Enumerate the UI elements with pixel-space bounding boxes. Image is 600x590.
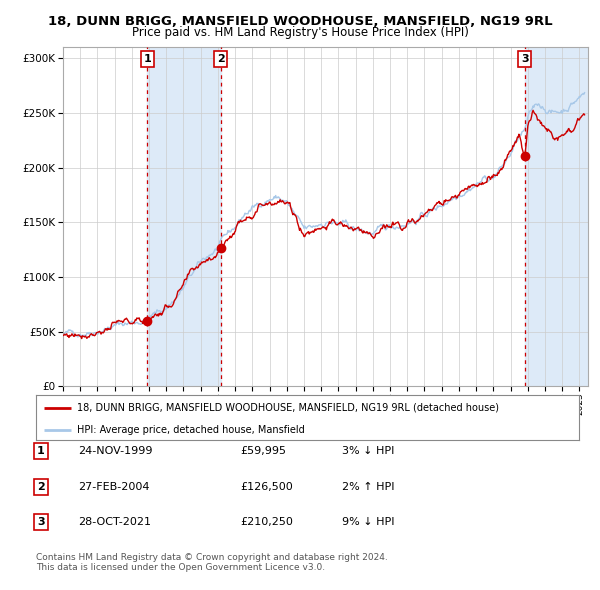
Text: £210,250: £210,250 [240,517,293,527]
Text: 1: 1 [37,447,44,456]
Text: 3% ↓ HPI: 3% ↓ HPI [342,447,394,456]
Text: 28-OCT-2021: 28-OCT-2021 [78,517,151,527]
Text: 1: 1 [143,54,151,64]
Text: 2% ↑ HPI: 2% ↑ HPI [342,482,395,491]
Text: 18, DUNN BRIGG, MANSFIELD WOODHOUSE, MANSFIELD, NG19 9RL: 18, DUNN BRIGG, MANSFIELD WOODHOUSE, MAN… [47,15,553,28]
Text: £59,995: £59,995 [240,447,286,456]
Bar [525,47,588,386]
Text: Price paid vs. HM Land Registry's House Price Index (HPI): Price paid vs. HM Land Registry's House … [131,26,469,39]
Text: 9% ↓ HPI: 9% ↓ HPI [342,517,395,527]
Text: 2: 2 [37,482,44,491]
Text: 3: 3 [37,517,44,527]
Text: 24-NOV-1999: 24-NOV-1999 [78,447,152,456]
Text: HPI: Average price, detached house, Mansfield: HPI: Average price, detached house, Mans… [77,425,304,435]
Text: £126,500: £126,500 [240,482,293,491]
Text: 3: 3 [521,54,529,64]
Text: 2: 2 [217,54,224,64]
Bar [148,47,221,386]
Text: 27-FEB-2004: 27-FEB-2004 [78,482,149,491]
Text: Contains HM Land Registry data © Crown copyright and database right 2024.: Contains HM Land Registry data © Crown c… [36,553,388,562]
Text: This data is licensed under the Open Government Licence v3.0.: This data is licensed under the Open Gov… [36,563,325,572]
Text: 18, DUNN BRIGG, MANSFIELD WOODHOUSE, MANSFIELD, NG19 9RL (detached house): 18, DUNN BRIGG, MANSFIELD WOODHOUSE, MAN… [77,403,499,412]
